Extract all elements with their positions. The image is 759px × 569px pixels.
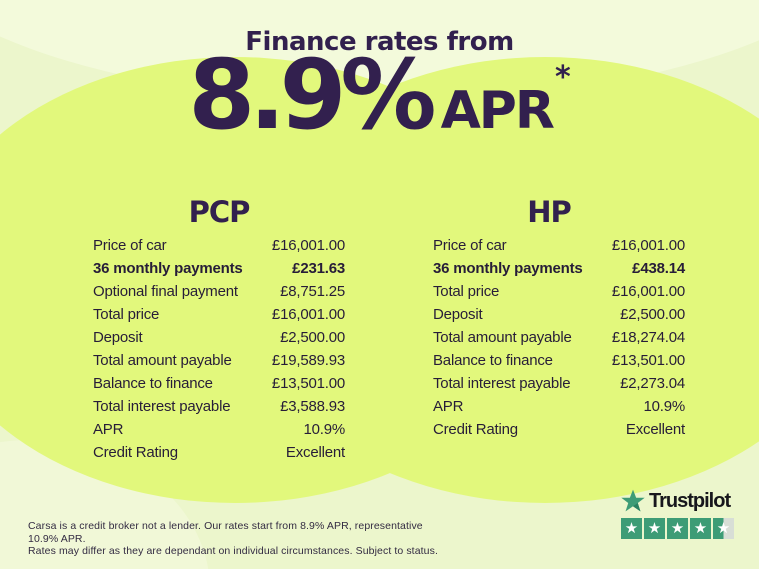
row-label: Total price (93, 306, 160, 323)
banner-title: Finance rates from (245, 27, 514, 57)
rating-star-icon: ★ (690, 518, 711, 539)
headline-rate: 8.9% APR * (0, 44, 759, 146)
trustpilot-star-icon (620, 488, 646, 514)
row-label: Credit Rating (93, 444, 178, 461)
legal-disclaimer: Carsa is a credit broker not a lender. O… (28, 520, 448, 558)
table-row: APR 10.9% (93, 418, 345, 441)
row-label: 36 monthly payments (93, 260, 243, 277)
row-label: Credit Rating (433, 421, 518, 438)
row-label: Total interest payable (93, 398, 231, 415)
row-label: Balance to finance (93, 375, 213, 392)
row-label: Total amount payable (433, 329, 572, 346)
row-value: £13,501.00 (271, 375, 345, 392)
row-value: £18,274.04 (611, 329, 685, 346)
row-value: 10.9% (303, 421, 345, 438)
row-value: £16,001.00 (611, 237, 685, 254)
table-row: Total interest payable £2,273.04 (433, 372, 685, 395)
table-row: Deposit £2,500.00 (433, 303, 685, 326)
row-label: Deposit (433, 306, 483, 323)
row-value: £438.14 (632, 260, 685, 277)
row-label: Price of car (93, 237, 167, 254)
row-label: Deposit (93, 329, 143, 346)
row-value: £3,588.93 (280, 398, 345, 415)
table-row: Balance to finance £13,501.00 (93, 372, 345, 395)
table-row: Credit Rating Excellent (433, 418, 685, 441)
table-row: Total amount payable £18,274.04 (433, 326, 685, 349)
disclaimer-line-2: Rates may differ as they are dependant o… (28, 545, 438, 557)
row-label: Total interest payable (433, 375, 571, 392)
rating-star-icon: ★ (667, 518, 688, 539)
row-value: £16,001.00 (271, 237, 345, 254)
table-row: Total price £16,001.00 (433, 280, 685, 303)
hp-table: Price of car £16,001.00 36 monthly payme… (433, 234, 685, 441)
row-value: 10.9% (643, 398, 685, 415)
row-value: Excellent (285, 444, 345, 461)
table-row: Credit Rating Excellent (93, 441, 345, 464)
trustpilot-widget: Trustpilot ★ ★ ★ ★ ★ (620, 488, 734, 539)
disclaimer-line-1: Carsa is a credit broker not a lender. O… (28, 520, 423, 545)
row-value: £16,001.00 (271, 306, 345, 323)
table-row: Deposit £2,500.00 (93, 326, 345, 349)
row-label: Optional final payment (93, 283, 238, 300)
row-label: Price of car (433, 237, 507, 254)
background-circle-right (235, 57, 759, 503)
trustpilot-brand-name: Trustpilot (649, 489, 731, 512)
row-label: 36 monthly payments (433, 260, 583, 277)
table-row: 36 monthly payments £438.14 (433, 257, 685, 280)
row-label: APR (93, 421, 124, 438)
rating-star-half-icon: ★ (713, 518, 734, 539)
row-value: £231.63 (292, 260, 345, 277)
table-row: Total interest payable £3,588.93 (93, 395, 345, 418)
pcp-column: PCP Price of car £16,001.00 36 monthly p… (93, 196, 345, 464)
row-label: Total price (433, 283, 500, 300)
rate-apr-label: APR (440, 81, 555, 141)
rating-star-icon: ★ (621, 518, 642, 539)
trustpilot-logo: Trustpilot (620, 488, 734, 514)
table-row: Balance to finance £13,501.00 (433, 349, 685, 372)
row-value: £2,500.00 (620, 306, 685, 323)
pcp-table: Price of car £16,001.00 36 monthly payme… (93, 234, 345, 464)
pcp-title: PCP (188, 195, 251, 229)
row-value: Excellent (625, 421, 685, 438)
trustpilot-rating-4-5-stars: ★ ★ ★ ★ ★ (621, 518, 734, 539)
row-label: Balance to finance (433, 352, 553, 369)
hp-column: HP Price of car £16,001.00 36 monthly pa… (433, 196, 685, 441)
row-value: £19,589.93 (271, 352, 345, 369)
rate-value: 8.9% (188, 39, 436, 151)
table-row: Price of car £16,001.00 (93, 234, 345, 257)
table-row: Total amount payable £19,589.93 (93, 349, 345, 372)
row-value: £2,273.04 (620, 375, 685, 392)
rating-star-icon: ★ (644, 518, 665, 539)
row-label: APR (433, 398, 464, 415)
row-value: £2,500.00 (280, 329, 345, 346)
table-row: APR 10.9% (433, 395, 685, 418)
row-label: Total amount payable (93, 352, 232, 369)
hp-title: HP (527, 195, 572, 229)
table-row: Optional final payment £8,751.25 (93, 280, 345, 303)
table-row: Total price £16,001.00 (93, 303, 345, 326)
row-value: £16,001.00 (611, 283, 685, 300)
rate-asterisk: * (554, 60, 571, 95)
row-value: £13,501.00 (611, 352, 685, 369)
table-row: 36 monthly payments £231.63 (93, 257, 345, 280)
row-value: £8,751.25 (280, 283, 345, 300)
table-row: Price of car £16,001.00 (433, 234, 685, 257)
